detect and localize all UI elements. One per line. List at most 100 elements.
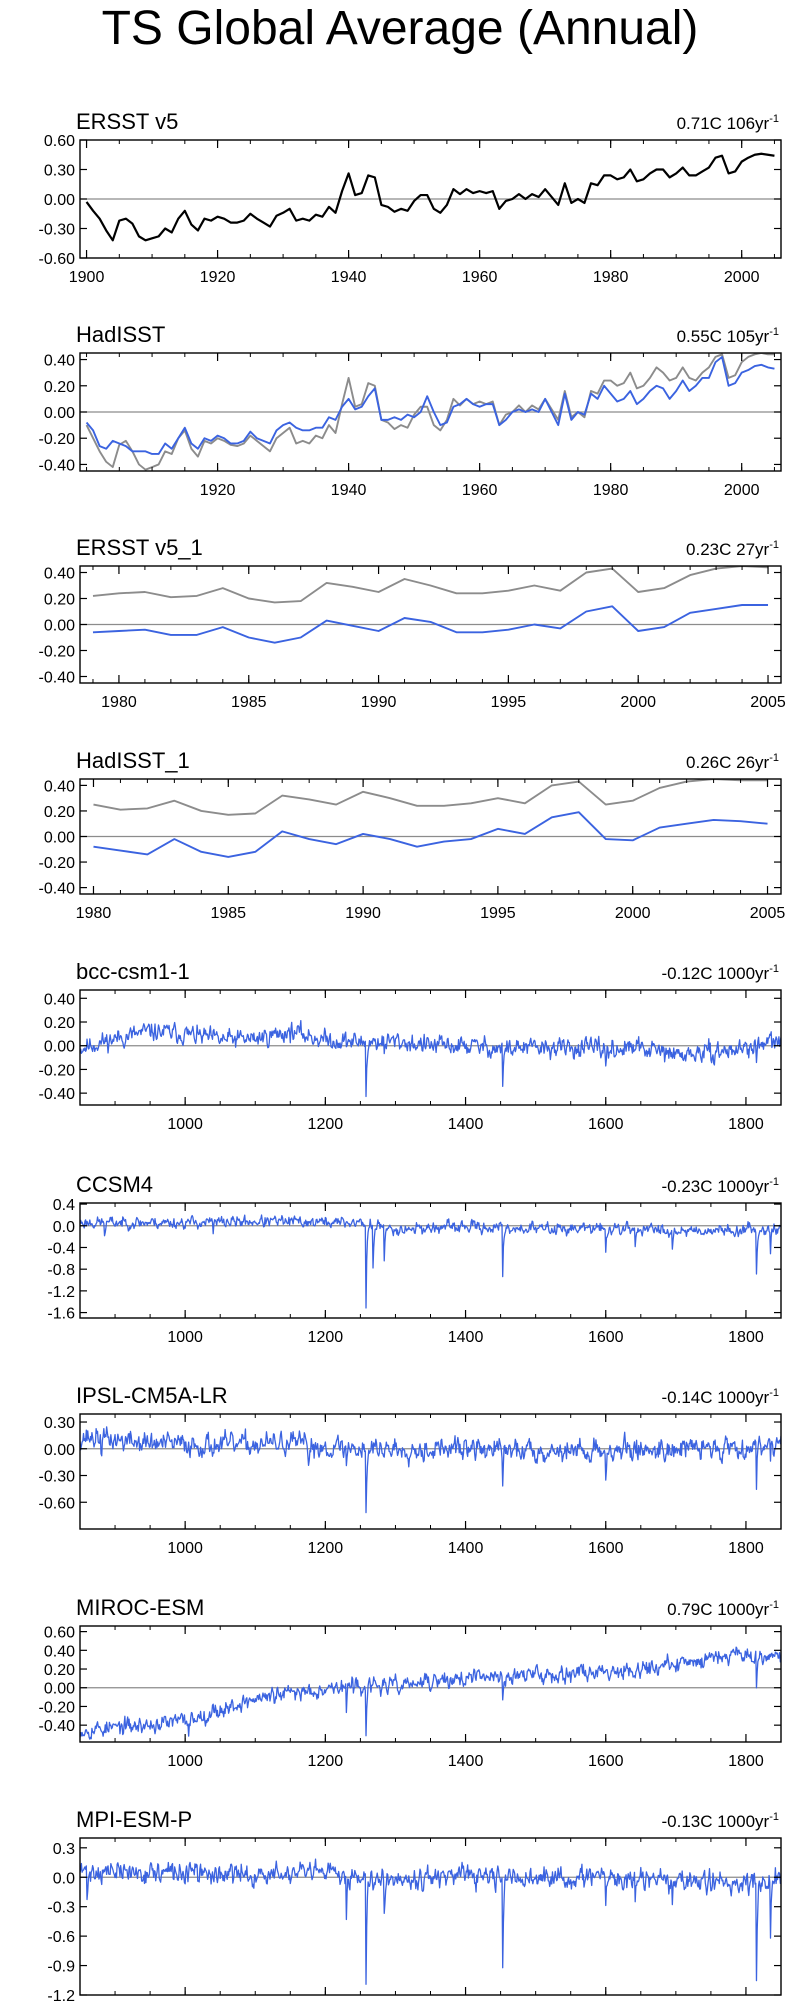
x-tick-label: 1990 <box>345 905 381 922</box>
y-tick-label: 0.30 <box>44 1415 75 1432</box>
y-tick-label: 0.00 <box>44 1681 75 1698</box>
y-tick-label: -0.40 <box>39 670 76 687</box>
x-tick-label: 1920 <box>200 482 236 499</box>
x-tick-label: 1940 <box>331 269 367 286</box>
figure-title: TS Global Average (Annual) <box>102 2 699 55</box>
x-tick-label: 1900 <box>69 269 105 286</box>
y-tick-label: -0.9 <box>47 1959 75 1976</box>
series-line-ipsl-cm5a-lr <box>80 1426 781 1514</box>
trend-value: 0.55C 105yr <box>677 327 770 346</box>
x-tick-label: 1985 <box>231 694 267 711</box>
x-tick-label: 1980 <box>101 694 137 711</box>
x-tick-label: 1800 <box>728 2006 764 2008</box>
x-tick-label: 1200 <box>308 1329 344 1346</box>
x-tick-label: 1000 <box>167 1116 203 1133</box>
y-tick-label: 0.00 <box>44 618 75 635</box>
x-tick-label: 1200 <box>308 1116 344 1133</box>
x-tick-label: 1400 <box>448 1329 484 1346</box>
series-line-ccsm4 <box>80 1214 781 1309</box>
series-line-ersst-v5 <box>85 152 775 242</box>
x-tick-label: 1200 <box>308 2006 344 2008</box>
x-tick-label: 1990 <box>361 694 397 711</box>
trend-superscript: -1 <box>769 539 779 551</box>
y-tick-label: 0.00 <box>44 1039 75 1056</box>
panel-hadisst-1: HadISST_1 0.26C 26yr-1 0.40 0.20 0.00 -0.20 -0… <box>39 748 786 922</box>
y-tick-label: 0.4 <box>53 1197 75 1214</box>
y-tick-label: -0.30 <box>39 1469 76 1486</box>
x-tick-label: 1980 <box>76 905 112 922</box>
y-tick-label: 0.0 <box>53 1870 75 1887</box>
y-tick-label: 0.40 <box>44 353 75 370</box>
x-tick-label: 1980 <box>593 269 629 286</box>
y-tick-label: 0.20 <box>44 379 75 396</box>
panel-mpi-esm-p: MPI-ESM-P -0.13C 1000yr-1 0.3 0.0 -0.3 -0.6 -0… <box>47 1807 782 2008</box>
panel-title: MPI-ESM-P <box>76 1807 192 1832</box>
x-tick-label: 1000 <box>167 1753 203 1770</box>
trend-value: -0.14C 1000yr <box>661 1388 769 1407</box>
y-tick-label: -1.2 <box>47 1284 75 1301</box>
y-tick-label: 0.00 <box>44 830 75 847</box>
y-tick-label: -0.60 <box>39 1495 76 1512</box>
y-tick-label: -0.20 <box>39 855 76 872</box>
trend-label: 0.55C 105yr-1 <box>677 326 779 346</box>
x-tick-label: 2005 <box>750 694 786 711</box>
y-tick-label: -1.2 <box>47 1988 75 2005</box>
y-tick-label: -0.40 <box>39 881 76 898</box>
x-tick-label: 2000 <box>620 694 656 711</box>
trend-value: 0.79C 1000yr <box>667 1600 769 1619</box>
y-tick-label: -0.6 <box>47 1929 75 1946</box>
y-tick-label: 0.30 <box>44 163 75 180</box>
y-tick-label: 0.40 <box>44 991 75 1008</box>
panel-title: ERSST v5_1 <box>76 535 203 560</box>
panel-ccsm4: CCSM4 -0.23C 1000yr-1 0.4 0.0 -0.4 -0.8 -1.2 -1… <box>47 1172 782 1346</box>
x-tick-label: 1920 <box>200 269 236 286</box>
panel-title: bcc-csm1-1 <box>76 959 190 984</box>
trend-superscript: -1 <box>769 963 779 975</box>
trend-label: -0.13C 1000yr-1 <box>661 1811 779 1831</box>
panel-title: ERSST v5 <box>76 109 178 134</box>
y-tick-label: 0.60 <box>44 133 75 150</box>
panel-title: HadISST_1 <box>76 748 190 773</box>
panel-title: MIROC-ESM <box>76 1595 204 1620</box>
x-tick-label: 1600 <box>588 2006 624 2008</box>
x-tick-label: 1600 <box>588 1753 624 1770</box>
x-tick-label: 1995 <box>491 694 527 711</box>
x-tick-label: 1980 <box>593 482 629 499</box>
y-tick-label: -0.20 <box>39 644 76 661</box>
panel-hadisst: HadISST 0.55C 105yr-1 0.40 0.20 0.00 -0.20 -0.… <box>39 322 782 499</box>
x-tick-label: 1800 <box>728 1540 764 1557</box>
x-tick-label: 1960 <box>462 482 498 499</box>
y-tick-label: -0.30 <box>39 222 76 239</box>
y-tick-label: 0.20 <box>44 804 75 821</box>
trend-superscript: -1 <box>769 1811 779 1823</box>
y-tick-label: 0.0 <box>53 1219 75 1236</box>
trend-label: 0.79C 1000yr-1 <box>667 1599 779 1619</box>
y-tick-label: 0.00 <box>44 1442 75 1459</box>
trend-label: -0.23C 1000yr-1 <box>661 1176 779 1196</box>
x-tick-label: 2000 <box>724 269 760 286</box>
trend-superscript: -1 <box>769 1599 779 1611</box>
x-tick-label: 1960 <box>462 269 498 286</box>
y-tick-label: -1.6 <box>47 1306 75 1323</box>
x-tick-label: 1800 <box>728 1329 764 1346</box>
y-tick-label: -0.4 <box>47 1240 75 1257</box>
series-line-ersst-v5 <box>85 353 775 471</box>
panel-miroc-esm: MIROC-ESM 0.79C 1000yr-10.600.400.200.00-… <box>39 1595 782 1770</box>
x-tick-label: 1000 <box>167 2006 203 2008</box>
trend-label: -0.12C 1000yr-1 <box>661 963 779 983</box>
trend-value: -0.12C 1000yr <box>661 964 769 983</box>
y-tick-label: -0.40 <box>39 457 76 474</box>
series-line-bcc-csm1-1 <box>80 1019 781 1098</box>
y-tick-label: -0.60 <box>39 251 76 268</box>
x-tick-label: 1600 <box>588 1116 624 1133</box>
plot-frame <box>79 1202 782 1319</box>
x-tick-label: 1000 <box>167 1540 203 1557</box>
x-tick-label: 1200 <box>308 1540 344 1557</box>
x-tick-label: 1400 <box>448 1116 484 1133</box>
panel-title: IPSL-CM5A-LR <box>76 1383 228 1408</box>
x-tick-label: 2000 <box>615 905 651 922</box>
plot-frame <box>79 1837 782 1996</box>
y-tick-label: 0.00 <box>44 192 75 209</box>
trend-superscript: -1 <box>769 326 779 338</box>
series-line-ersst-v5 <box>92 566 769 604</box>
